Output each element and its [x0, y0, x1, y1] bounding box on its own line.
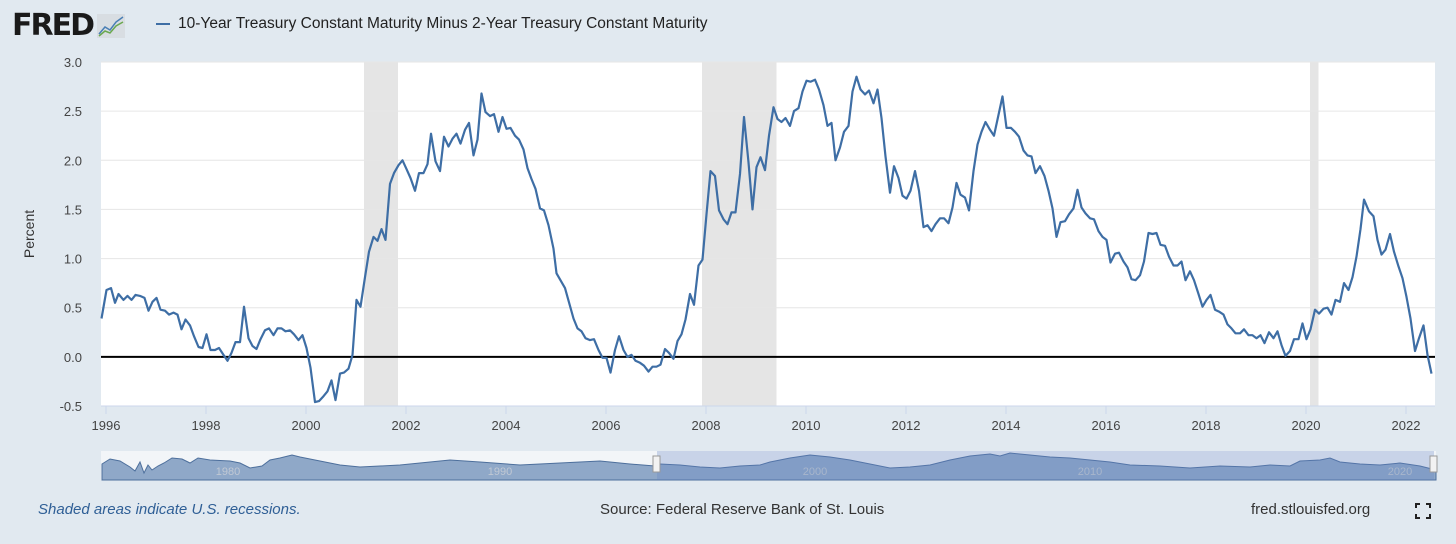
legend-label: 10-Year Treasury Constant Maturity Minus…	[178, 15, 708, 32]
y-tick-label: 2.5	[64, 104, 82, 119]
navigator-label: 2020	[1388, 466, 1412, 478]
x-tick-label: 2010	[792, 418, 821, 433]
recession-band	[702, 62, 777, 406]
x-tick-label: 2014	[992, 418, 1021, 433]
recession-band	[1310, 62, 1319, 406]
x-tick-label: 2004	[492, 418, 521, 433]
y-tick-label: 0.0	[64, 350, 82, 365]
fred-logo[interactable]: FRED	[12, 8, 125, 43]
x-tick-label: 2006	[592, 418, 621, 433]
navigator-right-handle[interactable]	[1429, 455, 1438, 473]
range-navigator[interactable]: 1980 1990 2000 2010 2020	[101, 451, 1438, 481]
series-line	[100, 75, 1433, 404]
fred-graph-icon	[97, 13, 125, 38]
x-tick-label: 1998	[192, 418, 221, 433]
x-tick-label: 2022	[1392, 418, 1421, 433]
y-tick-label: 0.5	[64, 301, 82, 316]
y-tick-label: 2.0	[64, 153, 82, 168]
y-tick-label: 1.0	[64, 252, 82, 267]
x-tick-label: 2020	[1292, 418, 1321, 433]
fred-logo-text: FRED	[12, 8, 95, 43]
recession-note[interactable]: Shaded areas indicate U.S. recessions.	[38, 501, 301, 518]
site-link[interactable]: fred.stlouisfed.org	[1251, 501, 1371, 518]
fullscreen-icon[interactable]	[1415, 503, 1431, 519]
navigator-label: 2010	[1078, 466, 1102, 478]
x-tick-label: 1996	[92, 418, 121, 433]
y-axis-label: Percent	[21, 210, 37, 258]
y-tick-label: -0.5	[60, 399, 82, 414]
navigator-label: 1990	[488, 466, 512, 478]
navigator-label: 1980	[216, 466, 240, 478]
x-tick-label: 2002	[392, 418, 421, 433]
x-tick-label: 2012	[892, 418, 921, 433]
source-text: Source: Federal Reserve Bank of St. Loui…	[600, 501, 885, 518]
x-tick-label: 2008	[692, 418, 721, 433]
navigator-left-handle[interactable]	[652, 455, 661, 473]
y-tick-label: 3.0	[64, 55, 82, 70]
chart-legend[interactable]: 10-Year Treasury Constant Maturity Minus…	[156, 15, 708, 33]
y-tick-label: 1.5	[64, 202, 82, 217]
legend-swatch	[156, 23, 170, 25]
x-tick-label: 2018	[1192, 418, 1221, 433]
x-tick-label: 2016	[1092, 418, 1121, 433]
navigator-label: 2000	[803, 466, 827, 478]
navigator-selected-range[interactable]	[657, 451, 1434, 480]
navigator-series	[101, 452, 1437, 481]
x-tick-label: 2000	[292, 418, 321, 433]
